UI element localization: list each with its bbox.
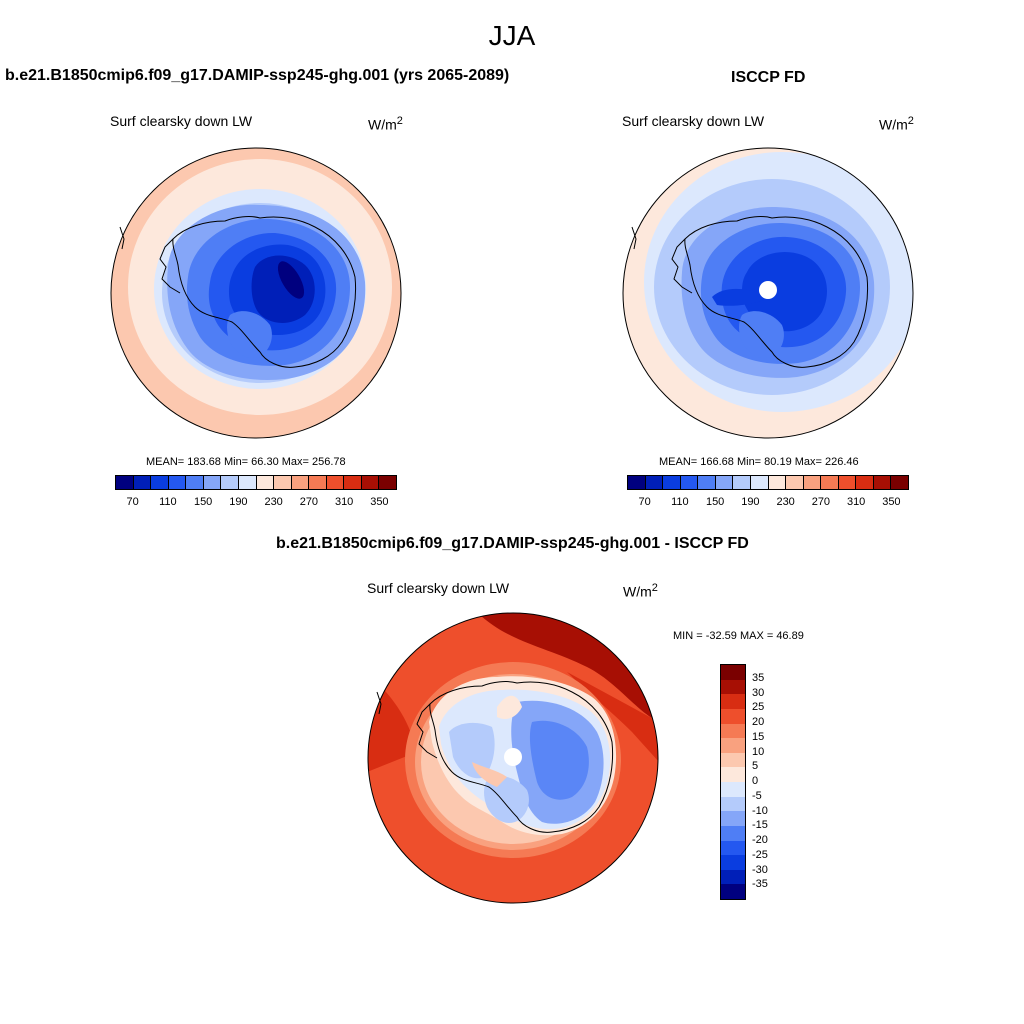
colorbar-tick-label: 70 — [638, 496, 651, 508]
colorbar-swatch — [721, 782, 745, 797]
colorbar-swatch — [721, 840, 745, 856]
model-polar-map — [110, 147, 402, 439]
page-title: JJA — [488, 20, 536, 51]
obs-polar-map — [622, 147, 914, 439]
colorbar-swatch — [856, 476, 874, 489]
colorbar-tick-label: 0 — [752, 775, 759, 787]
colorbar-swatch — [838, 476, 857, 489]
colorbar-tick-label: -25 — [752, 848, 768, 861]
colorbar-swatch — [256, 476, 275, 489]
colorbar-swatch — [786, 476, 804, 489]
colorbar-swatch — [721, 767, 745, 782]
diff-minmax-label: MIN = -32.59 MAX = 46.89 — [673, 630, 804, 642]
colorbar-swatch — [326, 476, 345, 489]
colorbar-swatch — [721, 825, 745, 841]
colorbar-swatch — [721, 708, 745, 724]
colorbar-swatch — [750, 476, 769, 489]
colorbar-swatch — [721, 738, 745, 753]
colorbar-tick-label: 230 — [776, 496, 795, 508]
colorbar-tick-label: 310 — [846, 496, 866, 508]
colorbar-swatch — [133, 476, 152, 489]
colorbar-swatch — [344, 476, 362, 489]
colorbar-tick-label: 150 — [193, 496, 213, 508]
colorbar-tick-label: -20 — [752, 834, 768, 846]
colorbar-swatch — [238, 476, 257, 489]
colorbar-tick-label: 350 — [370, 496, 389, 508]
colorbar-tick-label: 350 — [882, 496, 901, 508]
colorbar-tick-label: -35 — [752, 878, 768, 891]
obs-colorbar — [627, 475, 909, 490]
colorbar-swatch — [186, 476, 204, 489]
colorbar-tick-label: 230 — [264, 496, 283, 508]
obs-stats-label: MEAN= 166.68 Min= 80.19 Max= 226.46 — [659, 456, 859, 468]
colorbar-swatch — [221, 476, 239, 489]
colorbar-swatch — [203, 476, 222, 489]
colorbar-swatch — [768, 476, 787, 489]
colorbar-swatch — [168, 476, 187, 489]
colorbar-swatch — [116, 476, 134, 489]
colorbar-swatch — [645, 476, 664, 489]
colorbar-swatch — [721, 723, 745, 739]
colorbar-swatch — [721, 869, 745, 885]
colorbar-swatch — [274, 476, 292, 489]
colorbar-tick-label: 190 — [229, 496, 248, 508]
colorbar-tick-label: 35 — [752, 671, 765, 684]
diff-polar-map — [367, 612, 659, 904]
colorbar-tick-label: 70 — [126, 496, 139, 508]
colorbar-tick-label: 270 — [811, 496, 831, 508]
colorbar-tick-label: -5 — [752, 789, 762, 802]
colorbar-tick-label: 150 — [705, 496, 725, 508]
model-variable-label: Surf clearsky down LW — [110, 113, 253, 129]
colorbar-swatch — [663, 476, 681, 489]
colorbar-tick-label: 190 — [741, 496, 760, 508]
colorbar-tick-label: 310 — [334, 496, 354, 508]
colorbar-tick-label: 25 — [752, 701, 765, 714]
colorbar-tick-label: 5 — [752, 760, 759, 773]
colorbar-swatch — [733, 476, 751, 489]
colorbar-tick-label: -15 — [752, 819, 768, 832]
colorbar-swatch — [721, 796, 745, 812]
diff-variable-label: Surf clearsky down LW — [367, 580, 510, 596]
obs-units-label: W/m2 — [879, 115, 914, 133]
colorbar-tick-label: 270 — [299, 496, 319, 508]
colorbar-tick-label: 110 — [159, 496, 177, 508]
colorbar-tick-label: 20 — [752, 716, 765, 728]
colorbar-swatch — [721, 694, 745, 709]
colorbar-swatch — [715, 476, 734, 489]
model-colorbar — [115, 475, 397, 490]
model-stats-label: MEAN= 183.68 Min= 66.30 Max= 256.78 — [146, 456, 346, 468]
colorbar-swatch — [680, 476, 699, 489]
colorbar-swatch — [721, 884, 745, 899]
colorbar-swatch — [291, 476, 310, 489]
diff-units-label: W/m2 — [623, 582, 658, 600]
colorbar-swatch — [721, 752, 745, 768]
colorbar-swatch — [821, 476, 839, 489]
obs-panel-title: ISCCP FD — [731, 69, 806, 86]
colorbar-swatch — [309, 476, 327, 489]
colorbar-swatch — [721, 855, 745, 870]
colorbar-swatch — [721, 811, 745, 826]
model-panel-title: b.e21.B1850cmip6.f09_g17.DAMIP-ssp245-gh… — [5, 67, 510, 84]
colorbar-swatch — [379, 476, 396, 489]
colorbar-tick-label: -30 — [752, 863, 768, 876]
diff-panel-title: b.e21.B1850cmip6.f09_g17.DAMIP-ssp245-gh… — [276, 535, 749, 552]
colorbar-swatch — [721, 665, 745, 680]
colorbar-tick-label: -10 — [752, 804, 768, 817]
colorbar-swatch — [698, 476, 716, 489]
colorbar-tick-label: 30 — [752, 686, 765, 699]
colorbar-tick-label: 10 — [752, 745, 765, 758]
colorbar-swatch — [628, 476, 646, 489]
diff-colorbar — [720, 664, 746, 900]
colorbar-swatch — [891, 476, 908, 489]
colorbar-swatch — [873, 476, 892, 489]
colorbar-tick-label: 110 — [671, 496, 689, 508]
colorbar-swatch — [151, 476, 169, 489]
obs-variable-label: Surf clearsky down LW — [622, 113, 765, 129]
colorbar-swatch — [361, 476, 380, 489]
colorbar-tick-label: 15 — [752, 730, 765, 743]
model-units-label: W/m2 — [368, 115, 403, 133]
colorbar-swatch — [803, 476, 822, 489]
colorbar-swatch — [721, 679, 745, 695]
